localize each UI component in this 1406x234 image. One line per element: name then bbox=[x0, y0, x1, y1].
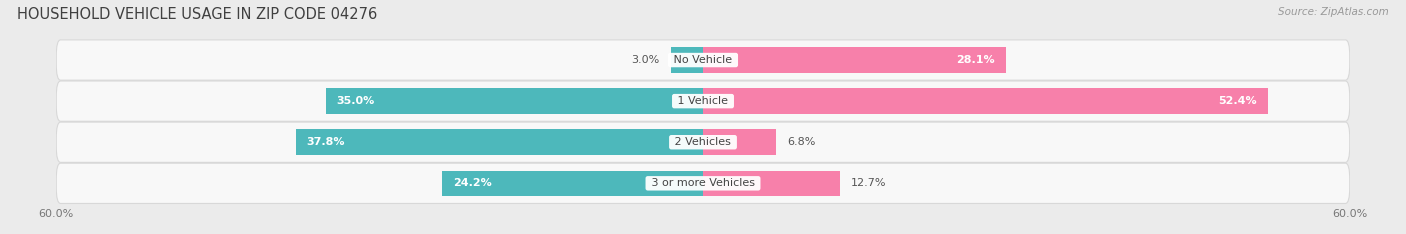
Text: 52.4%: 52.4% bbox=[1219, 96, 1257, 106]
FancyBboxPatch shape bbox=[56, 122, 1350, 162]
Text: 2 Vehicles: 2 Vehicles bbox=[671, 137, 735, 147]
Bar bbox=[703, 88, 1268, 114]
Text: 37.8%: 37.8% bbox=[307, 137, 344, 147]
Bar bbox=[295, 129, 703, 155]
FancyBboxPatch shape bbox=[56, 163, 1350, 203]
Text: 6.8%: 6.8% bbox=[787, 137, 815, 147]
Bar bbox=[326, 88, 703, 114]
Text: 24.2%: 24.2% bbox=[453, 178, 492, 188]
Text: No Vehicle: No Vehicle bbox=[671, 55, 735, 65]
Text: HOUSEHOLD VEHICLE USAGE IN ZIP CODE 04276: HOUSEHOLD VEHICLE USAGE IN ZIP CODE 0427… bbox=[17, 7, 377, 22]
Text: 3 or more Vehicles: 3 or more Vehicles bbox=[648, 178, 758, 188]
Bar bbox=[441, 171, 703, 196]
Bar bbox=[703, 47, 1005, 73]
Text: Source: ZipAtlas.com: Source: ZipAtlas.com bbox=[1278, 7, 1389, 17]
Text: 12.7%: 12.7% bbox=[851, 178, 886, 188]
Text: 1 Vehicle: 1 Vehicle bbox=[675, 96, 731, 106]
Text: 28.1%: 28.1% bbox=[956, 55, 995, 65]
Text: 3.0%: 3.0% bbox=[631, 55, 659, 65]
FancyBboxPatch shape bbox=[56, 40, 1350, 80]
FancyBboxPatch shape bbox=[56, 81, 1350, 121]
Bar bbox=[671, 47, 703, 73]
Bar bbox=[703, 171, 839, 196]
Text: 35.0%: 35.0% bbox=[336, 96, 375, 106]
Bar bbox=[703, 129, 776, 155]
